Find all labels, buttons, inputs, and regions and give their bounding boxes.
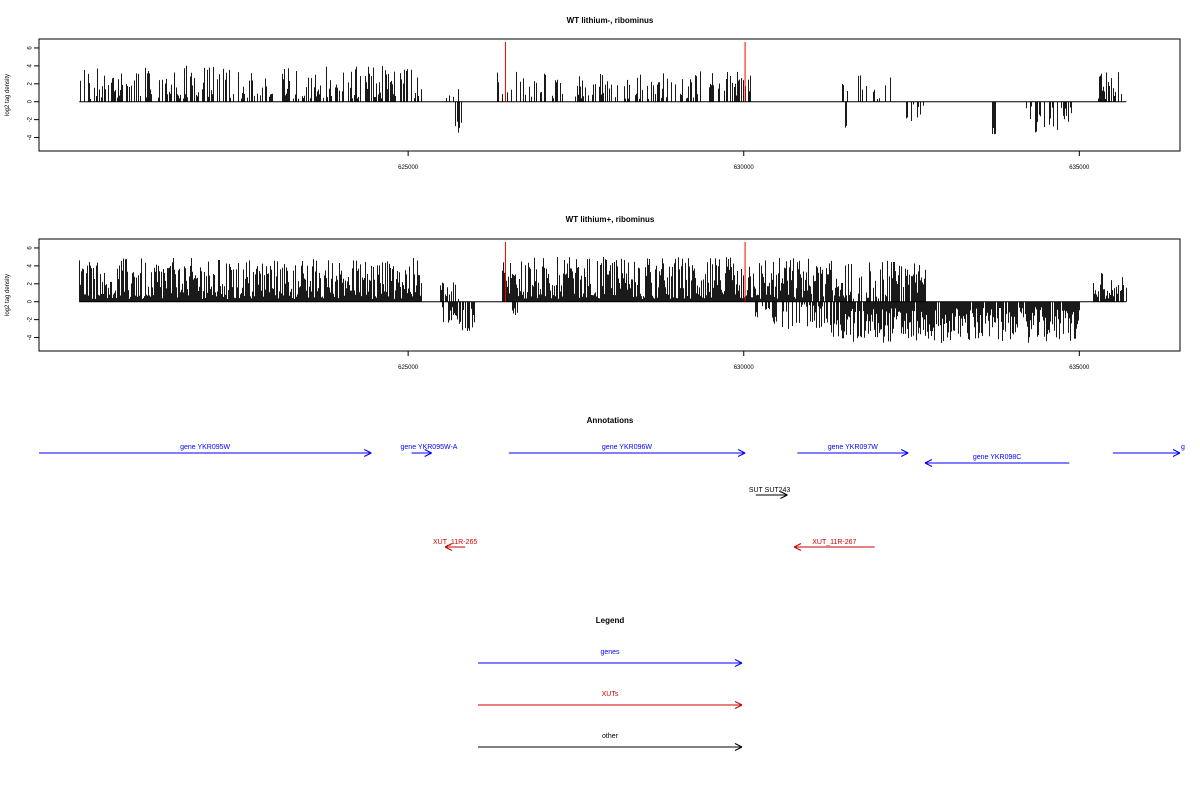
gene-arrow xyxy=(1112,449,1181,457)
legend-label-other: other xyxy=(602,733,619,740)
y-axis-label: log2 tag density xyxy=(5,74,11,116)
y-tick-label: 6 xyxy=(28,246,34,250)
red-markers xyxy=(504,42,746,102)
y-tick-label: 4 xyxy=(28,264,34,268)
gene-label: g xyxy=(1181,444,1185,451)
y-tick-label: 2 xyxy=(28,81,34,85)
y-tick-label: 6 xyxy=(28,46,34,50)
y-tick-label: 0 xyxy=(28,299,34,303)
annotations-title: Annotations xyxy=(587,416,634,425)
gene-label: gene YKR098C xyxy=(973,454,1022,461)
x-tick-label: 625000 xyxy=(398,165,419,171)
y-tick-label: -4 xyxy=(28,334,34,340)
signal-bars xyxy=(80,65,1122,135)
y-tick-label: 0 xyxy=(28,99,34,103)
legend-label-xuts: XUTs xyxy=(602,691,619,698)
plot-frame xyxy=(38,238,1181,352)
y-tick-label: 2 xyxy=(28,281,34,285)
legend-arrow-xuts xyxy=(478,701,743,709)
gene-arrow xyxy=(924,459,1070,467)
xut-arrow xyxy=(793,543,875,551)
x-axis: 625000 630000 635000 xyxy=(398,151,1090,171)
xut-label: XUT_11R-265 xyxy=(433,539,477,546)
track-panel-lithium-plus: WT lithium+, ribominus log2 tag density … xyxy=(5,215,1181,371)
plot-frame xyxy=(38,38,1181,152)
y-tick-label: -4 xyxy=(28,134,34,140)
gene-label: gene YKR096W xyxy=(602,444,652,451)
other-label: SUT SUT243 xyxy=(749,487,791,494)
x-tick-label: 630000 xyxy=(734,165,755,171)
panel-title: WT lithium-, ribominus xyxy=(567,16,654,25)
xut-label: XUT_11R-267 xyxy=(812,539,856,546)
legend-items: genes XUTs other xyxy=(478,649,743,751)
other-annotations: SUT SUT243 xyxy=(749,487,791,499)
gene-annotations: gene YKR095W gene YKR095W-A gene YKR096W ge… xyxy=(39,444,1185,467)
gene-label: gene YKR095W-A xyxy=(401,444,458,451)
legend-arrow-genes xyxy=(478,659,743,667)
x-tick-label: 635000 xyxy=(1069,365,1090,371)
gene-arrow xyxy=(508,449,746,457)
gene-arrow xyxy=(797,449,909,457)
gene-arrow xyxy=(411,449,432,457)
xut-annotations: XUT_11R-265 XUT_11R-267 xyxy=(433,539,875,551)
y-axis-label: log2 tag density xyxy=(5,274,11,316)
panel-title: WT lithium+, ribominus xyxy=(566,215,655,224)
xut-arrow xyxy=(444,543,466,551)
red-markers xyxy=(504,242,746,302)
x-tick-label: 625000 xyxy=(398,365,419,371)
gene-label: gene YKR097W xyxy=(828,444,878,451)
legend-label-genes: genes xyxy=(600,649,620,656)
legend: Legend genes XUTs other xyxy=(478,616,743,751)
annotations-track: Annotations gene YKR095W gene YKR095W-A ge… xyxy=(39,416,1185,551)
legend-arrow-other xyxy=(478,743,743,751)
y-axis: -4 -2 0 2 4 6 xyxy=(28,46,39,140)
x-tick-label: 630000 xyxy=(734,365,755,371)
other-arrow xyxy=(755,491,788,499)
y-axis: -4 -2 0 2 4 6 xyxy=(28,246,39,340)
legend-title: Legend xyxy=(596,616,625,625)
x-axis: 625000 630000 635000 xyxy=(398,351,1090,371)
y-tick-label: -2 xyxy=(28,316,34,322)
y-tick-label: -2 xyxy=(28,116,34,122)
track-panel-lithium-minus: WT lithium-, ribominus log2 tag density … xyxy=(5,16,1181,171)
gene-label: gene YKR095W xyxy=(180,444,230,451)
signal-bars xyxy=(79,256,1127,343)
gene-arrow xyxy=(39,449,372,457)
y-tick-label: 4 xyxy=(28,64,34,68)
x-tick-label: 635000 xyxy=(1069,165,1090,171)
